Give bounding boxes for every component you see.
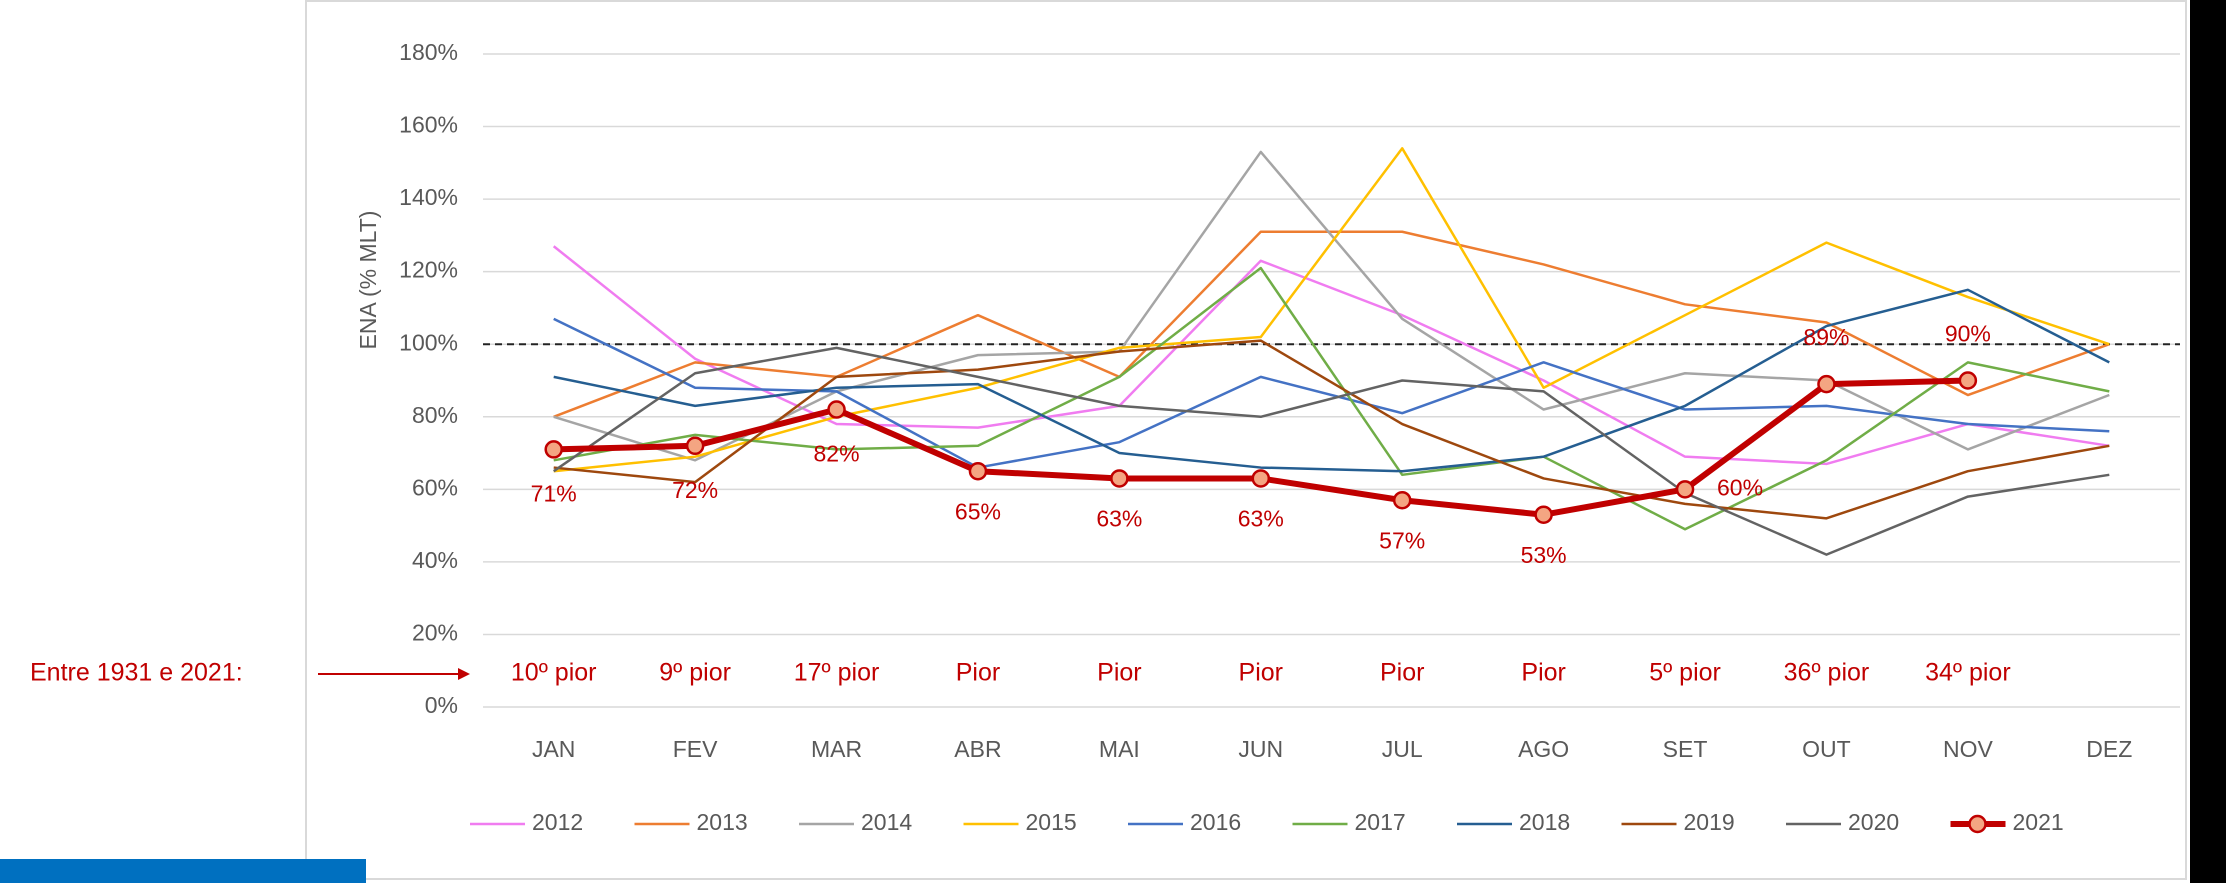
- rank-label: 5º pior: [1649, 659, 1721, 687]
- value-label: 63%: [1096, 506, 1142, 532]
- value-label: 63%: [1238, 506, 1284, 532]
- y-tick-label: 40%: [412, 547, 458, 573]
- series-line: [553, 230, 2110, 418]
- series-line: [552, 346, 2110, 556]
- x-tick-label: JAN: [532, 736, 575, 762]
- x-tick-label: SET: [1663, 736, 1708, 762]
- y-tick-label: 160%: [399, 112, 458, 138]
- blue-bar: [0, 859, 366, 883]
- rank-label: 9º pior: [659, 659, 731, 687]
- x-tick-label: MAR: [811, 736, 862, 762]
- x-tick-label: JUL: [1382, 736, 1423, 762]
- series-marker: [968, 461, 988, 481]
- y-tick-label: 180%: [399, 39, 458, 65]
- value-label: 60%: [1717, 474, 1763, 500]
- legend-label: 2014: [861, 809, 912, 835]
- legend-label: 2020: [1848, 809, 1899, 835]
- rank-label: Pior: [956, 659, 1000, 687]
- rank-label: 34º pior: [1925, 659, 2011, 687]
- y-tick-label: 140%: [399, 184, 458, 210]
- series-marker: [1110, 469, 1129, 488]
- series-line: [553, 339, 2110, 520]
- series-marker: [685, 436, 705, 456]
- series-marker: [544, 440, 563, 459]
- x-tick-label: MAI: [1099, 736, 1140, 762]
- legend-label: 2017: [1355, 809, 1406, 835]
- annotation-arrowhead: [458, 668, 470, 680]
- legend-label: 2016: [1190, 809, 1241, 835]
- value-label: 72%: [672, 477, 718, 503]
- y-axis-label: ENA (% MLT): [355, 211, 381, 350]
- value-label: 65%: [955, 498, 1001, 524]
- series-line: [553, 266, 2110, 531]
- x-tick-label: NOV: [1943, 736, 1994, 762]
- rank-label: 36º pior: [1784, 659, 1870, 687]
- series-marker: [1251, 469, 1271, 488]
- y-tick-label: 0%: [425, 692, 458, 718]
- legend-label: 2012: [532, 809, 583, 835]
- legend-marker: [1968, 814, 1987, 834]
- y-tick-label: 80%: [412, 402, 458, 428]
- series-marker: [1675, 480, 1695, 499]
- value-label: 89%: [1803, 324, 1849, 350]
- x-tick-label: JUN: [1238, 736, 1283, 762]
- series-marker: [1534, 505, 1553, 524]
- chart-panel: [305, 0, 2187, 880]
- value-label: 53%: [1521, 542, 1567, 568]
- annotation-label: Entre 1931 e 2021:: [30, 659, 243, 687]
- x-tick-label: OUT: [1802, 736, 1851, 762]
- legend-label: 2018: [1519, 809, 1570, 835]
- legend-label: 2013: [697, 809, 748, 835]
- x-tick-label: ABR: [954, 736, 1001, 762]
- y-tick-label: 60%: [412, 474, 458, 500]
- series-marker: [1817, 374, 1836, 394]
- value-label: 57%: [1379, 527, 1425, 553]
- series-marker: [1958, 371, 1978, 390]
- y-tick-label: 120%: [399, 257, 458, 283]
- value-label: 90%: [1945, 321, 1991, 347]
- y-tick-label: 20%: [412, 620, 458, 646]
- rank-label: 17º pior: [794, 659, 880, 687]
- rank-label: Pior: [1380, 659, 1424, 687]
- rank-label: Pior: [1097, 659, 1141, 687]
- x-tick-label: FEV: [673, 736, 718, 762]
- rank-label: 10º pior: [511, 659, 597, 687]
- edge-strip: [2190, 0, 2226, 883]
- x-tick-label: DEZ: [2086, 736, 2132, 762]
- rank-label: Pior: [1239, 659, 1283, 687]
- series-marker: [827, 400, 846, 419]
- series-line: [553, 150, 2110, 462]
- series-line: [553, 147, 2110, 473]
- legend-label: 2015: [1026, 809, 1077, 835]
- x-tick-label: AGO: [1518, 736, 1569, 762]
- legend-label: 2021: [2013, 809, 2064, 835]
- y-tick-label: 100%: [399, 329, 458, 355]
- value-label: 82%: [814, 441, 860, 467]
- series-marker: [1392, 490, 1412, 510]
- series-line: [553, 288, 2110, 473]
- value-label: 71%: [531, 481, 577, 507]
- rank-label: Pior: [1521, 659, 1565, 687]
- legend-label: 2019: [1684, 809, 1735, 835]
